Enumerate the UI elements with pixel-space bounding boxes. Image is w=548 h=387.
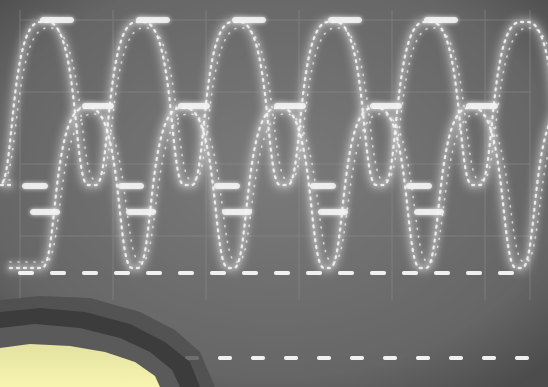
- trace-2-high-band: [274, 103, 306, 109]
- baseline-dash-lower: [383, 356, 397, 360]
- trace-1-path: [0, 20, 548, 187]
- trace-channel-1: [0, 17, 548, 189]
- screen-bezel-edge: [0, 296, 215, 387]
- baseline-dash-lower: [317, 356, 331, 360]
- trace-1-low-band: [214, 183, 240, 189]
- baseline-dash-lower: [482, 356, 496, 360]
- baseline-dash-upper: [210, 271, 226, 275]
- trace-1-low-band: [310, 183, 336, 189]
- baseline-dash-lower: [284, 356, 298, 360]
- baseline-dash-upper: [146, 271, 162, 275]
- baseline-dash-upper: [370, 271, 386, 275]
- trace-2-mid-band: [318, 209, 348, 215]
- baseline-dash-lower: [515, 356, 529, 360]
- trace-1-high-band: [136, 17, 170, 23]
- trace-2-high-band: [82, 103, 114, 109]
- trace-1-low-band: [118, 183, 144, 189]
- trace-1-high-band: [232, 17, 266, 23]
- trace-2-high-band: [178, 103, 210, 109]
- baseline-dash-lower: [416, 356, 430, 360]
- trace-2-mid-band: [30, 209, 60, 215]
- baseline-dash-upper: [178, 271, 194, 275]
- trace-1-high-band: [328, 17, 362, 23]
- trace-2-high-band: [466, 103, 498, 109]
- baseline-dash-upper: [338, 271, 354, 275]
- baseline-dash-upper: [18, 271, 34, 275]
- baseline-dash-upper: [82, 271, 98, 275]
- baseline-dash-upper: [242, 271, 258, 275]
- trace-2-high-band: [370, 103, 402, 109]
- trace-2-mid-band: [126, 209, 156, 215]
- trace-2-path: [8, 106, 548, 270]
- baseline-dash-lower: [251, 356, 265, 360]
- trace-1-high-band: [424, 17, 458, 23]
- trace-channel-2: [8, 103, 548, 270]
- baseline-dash-upper: [306, 271, 322, 275]
- baseline-dash-upper: [114, 271, 130, 275]
- baseline-dash-upper: [274, 271, 290, 275]
- trace-1-low-band: [406, 183, 432, 189]
- baseline-dash-upper: [498, 271, 514, 275]
- baseline-dash-lower: [218, 356, 232, 360]
- trace-2-ghost: [9, 113, 548, 263]
- baseline-dash-lower: [350, 356, 364, 360]
- baseline-dash-upper: [434, 271, 450, 275]
- baseline-dash-lower: [449, 356, 463, 360]
- trace-1-high-band: [40, 17, 74, 23]
- baseline-dash-upper: [402, 271, 418, 275]
- trace-2-mid-band: [414, 209, 444, 215]
- baseline-dash-upper: [466, 271, 482, 275]
- trace-1-low-band: [22, 183, 48, 189]
- baseline-dash-upper: [50, 271, 66, 275]
- trace-2-mid-band: [222, 209, 252, 215]
